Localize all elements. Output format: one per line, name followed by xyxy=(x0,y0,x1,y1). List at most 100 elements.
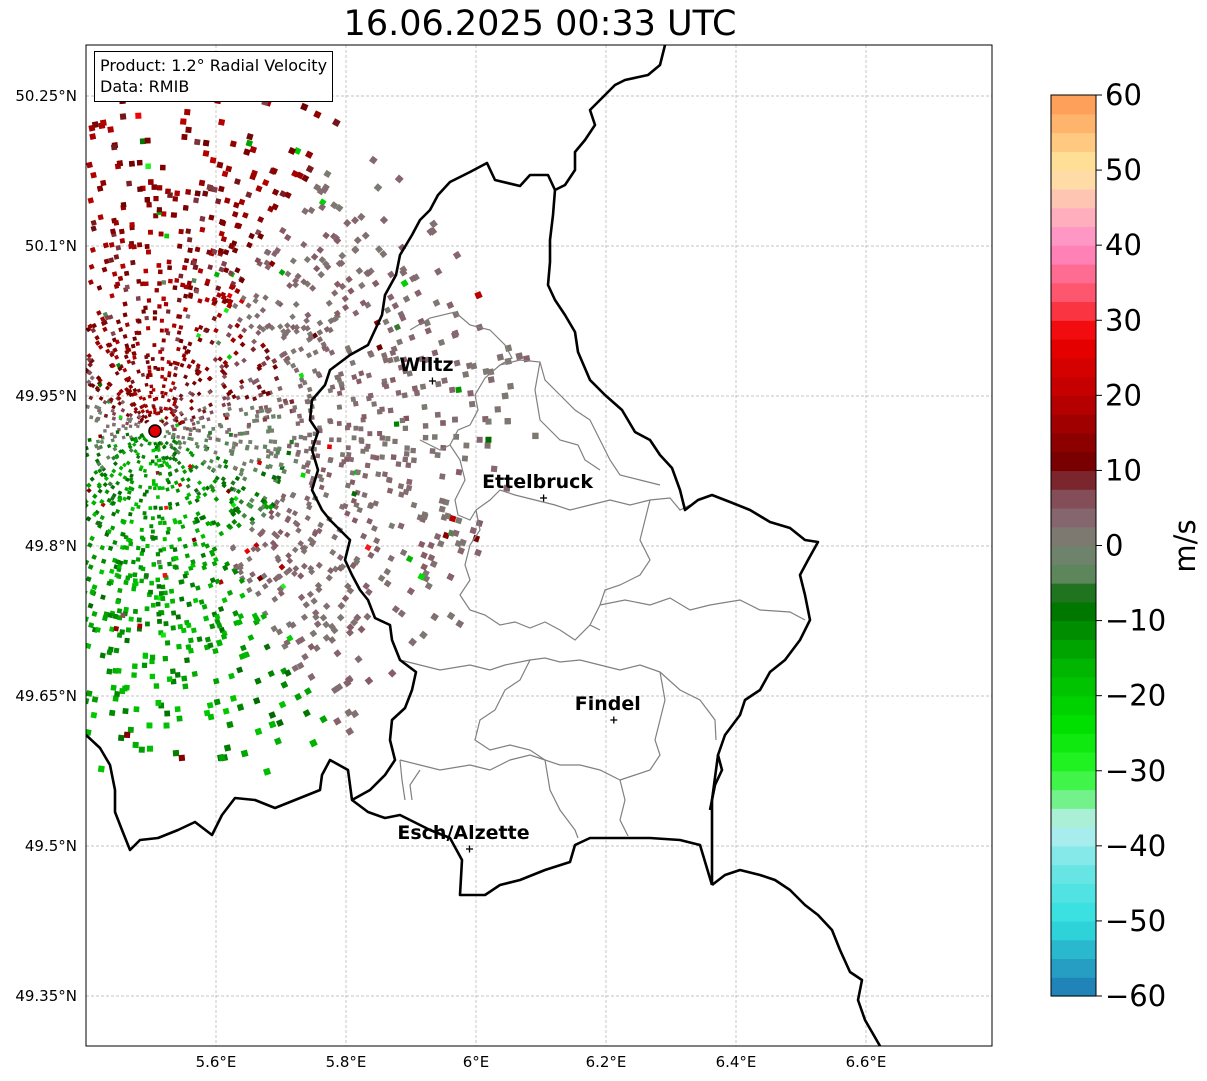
echo-cell xyxy=(243,431,248,436)
echo-cell xyxy=(217,247,224,254)
echo-cell xyxy=(362,472,369,479)
echo-cell xyxy=(102,482,108,488)
echo-cell xyxy=(221,597,228,604)
echo-cell xyxy=(136,159,143,166)
echo-cell xyxy=(144,573,149,578)
echo-cell xyxy=(96,461,102,467)
echo-cell xyxy=(246,502,253,509)
echo-cell xyxy=(86,379,92,385)
echo-cell xyxy=(141,309,146,314)
echo-cell xyxy=(292,565,300,572)
echo-cell xyxy=(172,446,177,452)
echo-cell xyxy=(182,683,189,690)
echo-cell xyxy=(220,235,227,243)
echo-cell xyxy=(174,404,179,410)
colorbar-segment xyxy=(1051,658,1096,678)
echo-cell xyxy=(165,487,170,492)
echo-cell xyxy=(289,439,294,445)
echo-cell xyxy=(129,519,134,525)
echo-cell xyxy=(243,148,251,156)
echo-cell xyxy=(182,426,187,431)
echo-cell xyxy=(110,438,115,443)
echo-cell xyxy=(289,257,297,265)
echo-cell xyxy=(346,628,354,637)
echo-cell xyxy=(180,524,186,530)
echo-cell xyxy=(218,530,225,537)
echo-cell xyxy=(160,356,165,361)
echo-cell xyxy=(86,642,92,650)
echo-cell xyxy=(208,549,215,556)
echo-cell xyxy=(151,479,156,483)
echo-cell xyxy=(106,668,113,675)
echo-cell xyxy=(206,465,212,471)
echo-cell xyxy=(154,595,159,600)
echo-cell xyxy=(122,462,127,468)
echo-cell xyxy=(301,653,309,661)
echo-cell xyxy=(349,359,356,367)
echo-cell xyxy=(321,344,328,352)
echo-cell xyxy=(166,526,171,532)
echo-cell xyxy=(184,108,191,116)
echo-cell xyxy=(133,449,138,454)
echo-cell xyxy=(156,185,163,191)
echo-cell xyxy=(452,310,460,319)
echo-cell xyxy=(236,666,244,674)
echo-cell xyxy=(385,435,391,442)
echo-cell xyxy=(167,370,172,376)
echo-cell xyxy=(97,214,104,221)
echo-cell xyxy=(207,713,215,721)
echo-cell xyxy=(178,228,184,235)
echo-cell xyxy=(209,157,217,164)
echo-cell xyxy=(141,414,146,419)
echo-cell xyxy=(289,324,297,331)
echo-cell xyxy=(121,435,126,440)
echo-cell xyxy=(254,546,261,553)
echo-cell xyxy=(151,603,156,608)
colorbar-segment xyxy=(1051,789,1096,809)
echo-cell xyxy=(89,246,96,253)
echo-cell xyxy=(274,511,282,518)
echo-cell xyxy=(353,613,362,622)
echo-cell xyxy=(206,184,213,191)
echo-cell xyxy=(143,305,148,311)
echo-cell xyxy=(280,328,287,335)
colorbar-segment xyxy=(1051,113,1096,134)
echo-cell xyxy=(227,389,234,395)
echo-cell xyxy=(142,403,147,408)
echo-cell xyxy=(351,490,358,497)
echo-cell xyxy=(427,553,436,562)
echo-cell xyxy=(292,435,297,441)
echo-cell xyxy=(304,495,311,502)
echo-cell xyxy=(228,672,235,680)
echo-cell xyxy=(185,313,191,319)
echo-cell xyxy=(360,448,366,454)
echo-cell xyxy=(178,393,184,399)
echo-cell xyxy=(277,323,284,330)
echo-cell xyxy=(195,428,200,433)
echo-cell xyxy=(87,323,94,330)
echo-cell xyxy=(139,433,144,438)
echo-cell xyxy=(157,618,162,624)
echo-cell xyxy=(187,247,193,254)
echo-cell xyxy=(111,492,117,498)
echo-cell xyxy=(182,573,188,579)
colorbar-segment xyxy=(1051,432,1096,453)
echo-cell xyxy=(285,552,292,559)
echo-cell xyxy=(239,379,245,385)
echo-cell xyxy=(218,118,226,126)
echo-cell xyxy=(293,324,300,331)
echo-cell xyxy=(216,640,223,647)
echo-cell xyxy=(202,405,207,411)
echo-cell xyxy=(145,621,150,627)
echo-cell xyxy=(368,501,375,509)
echo-cell xyxy=(177,243,183,249)
echo-cell xyxy=(387,270,395,279)
echo-cell xyxy=(128,392,134,398)
echo-cell xyxy=(113,443,118,449)
echo-cell xyxy=(156,263,162,268)
echo-cell xyxy=(306,393,313,399)
echo-cell xyxy=(280,680,289,689)
echo-cell xyxy=(118,327,124,333)
echo-cell xyxy=(113,647,120,654)
echo-cell xyxy=(393,323,401,331)
